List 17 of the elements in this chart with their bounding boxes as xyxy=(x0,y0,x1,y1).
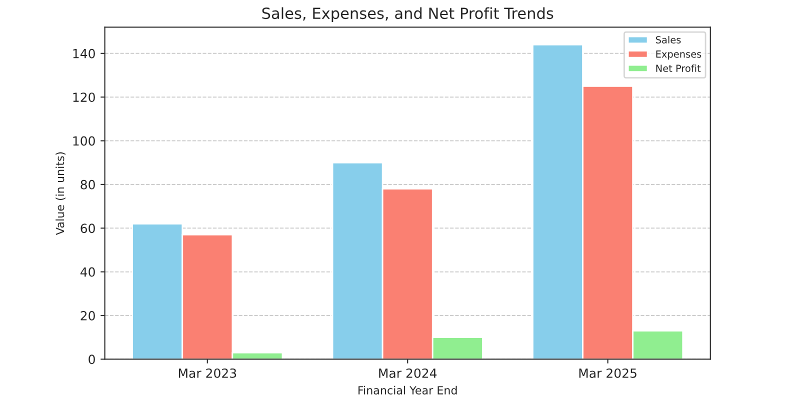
x-axis-title: Financial Year End xyxy=(358,386,457,394)
y-tick-label: 120 xyxy=(73,92,95,102)
legend-label: Expenses xyxy=(656,50,702,60)
y-tick-label: 100 xyxy=(73,136,95,146)
y-tick-label: 0 xyxy=(88,354,95,364)
chart-title: Sales, Expenses, and Net Profit Trends xyxy=(262,7,554,22)
x-tick-label: Mar 2024 xyxy=(379,368,437,378)
y-tick-label: 140 xyxy=(73,48,95,58)
y-tick-label: 80 xyxy=(80,180,95,190)
x-tick-label: Mar 2025 xyxy=(579,368,636,378)
legend-label: Net Profit xyxy=(656,64,701,72)
x-tick-label: Mar 2023 xyxy=(178,368,236,378)
y-tick-label: 20 xyxy=(80,310,95,320)
legend-label: Sales xyxy=(656,36,681,44)
y-tick-label: 60 xyxy=(80,224,95,234)
y-tick-label: 40 xyxy=(80,267,95,277)
y-axis-title: Value (in units) xyxy=(56,152,66,235)
